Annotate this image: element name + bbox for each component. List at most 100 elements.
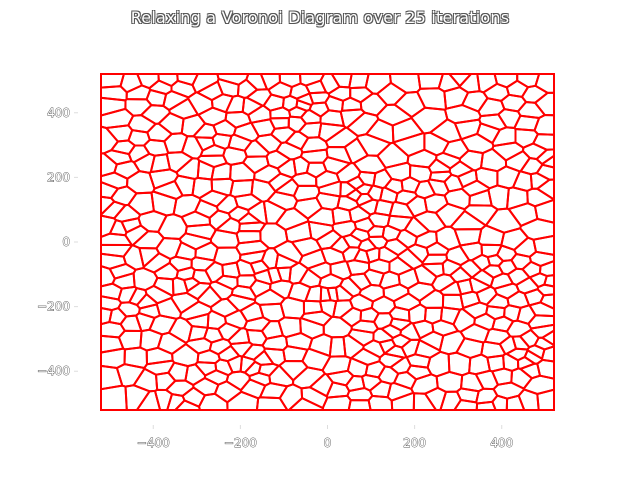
voronoi-cell — [157, 111, 185, 136]
y-tick-label: −400 — [37, 364, 70, 378]
x-tick-label: 400 — [490, 436, 513, 450]
voronoi-cell — [167, 97, 200, 120]
y-tick-label: 0 — [62, 235, 70, 249]
voronoi-cell — [100, 96, 127, 117]
voronoi-cell — [497, 259, 518, 276]
voronoi-cell — [475, 400, 498, 411]
voronoi-cell — [459, 371, 485, 393]
voronoi-cell — [482, 82, 511, 102]
voronoi-cell — [529, 323, 555, 339]
voronoi-cell — [315, 228, 343, 251]
voronoi-cell — [439, 306, 462, 326]
voronoi-cell — [538, 259, 555, 278]
voronoi-cell — [237, 221, 267, 233]
voronoi-cell — [155, 236, 183, 261]
voronoi-cell — [208, 337, 232, 356]
voronoi-cell — [226, 390, 260, 411]
y-tick-label: 400 — [47, 106, 70, 120]
voronoi-cell — [154, 371, 177, 392]
voronoi-cell — [112, 203, 142, 223]
voronoi-cell — [364, 360, 387, 379]
voronoi-cell — [458, 149, 485, 172]
y-tick-label: 200 — [47, 170, 70, 184]
voronoi-cell — [124, 224, 150, 247]
voronoi-cell — [196, 349, 222, 365]
voronoi-cell — [297, 121, 323, 139]
voronoi-cell — [277, 359, 309, 382]
voronoi-cell — [119, 73, 144, 94]
voronoi-cell — [203, 369, 230, 386]
voronoi-cell — [298, 267, 323, 289]
voronoi-cell — [379, 323, 403, 340]
voronoi-cell — [403, 215, 432, 239]
voronoi-cell — [368, 380, 393, 399]
voronoi-cell — [227, 205, 250, 223]
voronoi-cell — [533, 198, 555, 224]
voronoi-cell — [108, 306, 128, 326]
voronoi-cell — [209, 297, 241, 318]
voronoi-cell — [142, 251, 172, 274]
voronoi-cell — [377, 245, 400, 264]
voronoi-cell — [216, 73, 250, 86]
voronoi-cell — [315, 169, 341, 190]
voronoi-cell — [477, 224, 506, 247]
voronoi-cell — [375, 81, 408, 107]
voronoi-cell — [470, 269, 495, 289]
voronoi-cell — [535, 148, 555, 166]
voronoi-cell — [536, 388, 555, 411]
voronoi-cell — [194, 361, 218, 377]
axis-ticks: −400 −200 0 200 400 −400 −200 0 200 400 — [37, 105, 514, 450]
voronoi-cell — [343, 136, 370, 165]
voronoi-cell — [367, 211, 391, 229]
voronoi-cell — [295, 98, 313, 112]
voronoi-cell — [196, 159, 216, 181]
voronoi-cell — [407, 303, 427, 325]
voronoi-cell — [410, 106, 449, 135]
voronoi-cell — [213, 274, 239, 291]
voronoi-cell — [475, 285, 498, 306]
voronoi-cell — [463, 204, 500, 227]
voronoi-cell — [543, 273, 555, 288]
voronoi-cell — [191, 268, 213, 285]
voronoi-cell — [364, 246, 381, 264]
voronoi-cell — [253, 288, 287, 306]
voronoi-cell — [193, 198, 220, 220]
voronoi-cell — [243, 138, 271, 158]
voronoi-edges — [100, 73, 555, 411]
x-tick-label: 200 — [403, 436, 426, 450]
voronoi-cell — [302, 299, 324, 316]
voronoi-cell — [307, 333, 333, 358]
voronoi-cell — [438, 280, 463, 296]
voronoi-cell — [215, 193, 239, 215]
voronoi-cell — [100, 125, 120, 155]
voronoi-cell — [485, 292, 510, 310]
voronoi-cell — [331, 206, 353, 226]
voronoi-cell — [259, 73, 282, 91]
voronoi-cell — [139, 104, 172, 125]
voronoi-cell — [290, 171, 318, 187]
voronoi-cell — [304, 284, 323, 303]
voronoi-cell — [453, 228, 483, 247]
voronoi-cell — [447, 73, 474, 88]
voronoi-cell — [345, 175, 366, 191]
voronoi-cell — [426, 178, 451, 197]
voronoi-cell — [184, 363, 207, 387]
voronoi-cell — [421, 253, 449, 266]
voronoi-cell — [510, 367, 534, 390]
voronoi-cell — [531, 133, 555, 151]
voronoi-cell — [227, 133, 254, 152]
voronoi-cell — [239, 301, 265, 323]
voronoi-cell — [391, 132, 426, 158]
voronoi-cell — [388, 200, 416, 219]
voronoi-cell — [223, 309, 249, 330]
voronoi-cell — [292, 196, 324, 220]
voronoi-cell — [412, 392, 438, 411]
voronoi-cell — [180, 135, 204, 160]
voronoi-cell — [506, 267, 532, 287]
voronoi-cell — [117, 301, 141, 318]
voronoi-cell — [349, 86, 375, 104]
voronoi-cell — [137, 209, 169, 233]
y-tick-label: −200 — [37, 300, 70, 314]
